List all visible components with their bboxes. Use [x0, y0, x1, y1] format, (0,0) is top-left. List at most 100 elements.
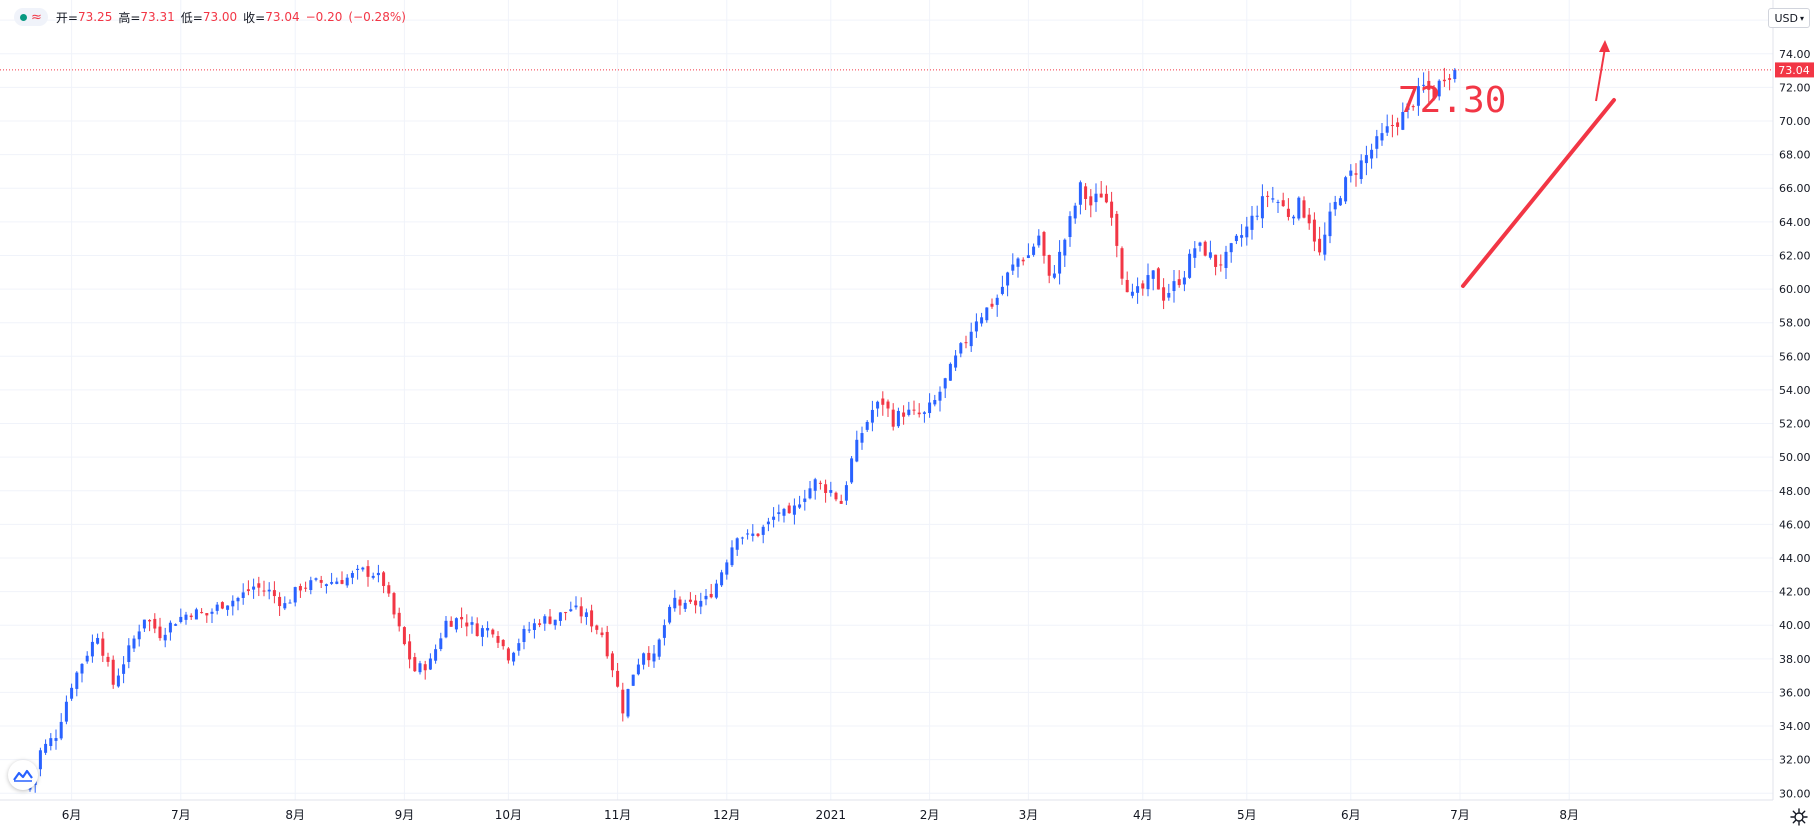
time-tick-label: 10月 — [495, 808, 522, 822]
candle-body — [928, 402, 932, 414]
candle-body — [657, 639, 661, 657]
candle-body — [1136, 286, 1140, 293]
candle-body — [694, 600, 698, 606]
candle-body — [350, 573, 354, 578]
candle-body — [428, 658, 432, 670]
candle-body — [1052, 273, 1056, 278]
candle-body — [1427, 80, 1431, 90]
candle-body — [158, 626, 162, 639]
candle-body — [460, 617, 464, 620]
candle-body — [1276, 201, 1280, 203]
candle-body — [1099, 193, 1103, 198]
candle-body — [704, 595, 708, 600]
candle-body — [548, 616, 552, 624]
candle-body — [512, 652, 516, 662]
price-tick-label: 60.00 — [1779, 283, 1811, 296]
candle-body — [850, 458, 854, 483]
annotation-price-label: 72.30 — [1398, 80, 1507, 121]
candle-body — [1214, 254, 1218, 267]
candle-body — [1255, 215, 1259, 217]
candle-body — [382, 572, 386, 586]
candle-body — [751, 533, 755, 536]
series-visibility-toggle[interactable]: ≈ — [14, 8, 48, 26]
arrow-shaft — [1595, 47, 1606, 102]
price-tick-label: 66.00 — [1779, 182, 1811, 195]
price-tick-label: 52.00 — [1779, 418, 1811, 431]
candle-body — [148, 620, 152, 622]
candle-body — [1219, 264, 1223, 266]
candle-body — [725, 562, 729, 575]
candle-body — [985, 307, 989, 321]
candle-body — [496, 636, 500, 643]
candle-body — [636, 664, 640, 675]
price-tick-label: 38.00 — [1779, 653, 1811, 666]
close-value: 73.04 — [265, 10, 300, 24]
candle-body — [912, 409, 916, 411]
wave-icon: ≈ — [31, 9, 42, 25]
candle-body — [917, 412, 921, 415]
candle-body — [1302, 200, 1306, 218]
candle-body — [590, 610, 594, 627]
candle-body — [1042, 232, 1046, 256]
candle-body — [366, 566, 370, 577]
candle-body — [980, 317, 984, 324]
candle-body — [678, 599, 682, 606]
candle-body — [1323, 234, 1327, 255]
candle-body — [652, 653, 656, 662]
candle-body — [184, 614, 188, 620]
candle-body — [444, 620, 448, 638]
candle-body — [1172, 281, 1176, 292]
candle-body — [876, 401, 880, 409]
candle-body — [1344, 177, 1348, 202]
open-label: 开= — [55, 10, 78, 25]
candle-body — [220, 602, 224, 609]
price-tick-label: 36.00 — [1779, 686, 1811, 699]
candle-body — [174, 624, 178, 626]
candle-body — [54, 738, 58, 741]
candle-body — [1349, 170, 1353, 176]
candle-body — [1032, 246, 1036, 255]
candle-body — [595, 625, 599, 630]
candle-body — [761, 526, 765, 535]
time-tick-label: 8月 — [1559, 808, 1579, 822]
candle-body — [1120, 248, 1124, 279]
candle-body — [605, 631, 609, 657]
candle-body — [1000, 286, 1004, 294]
chevron-down-icon: ▾ — [1799, 13, 1804, 23]
candle-body — [340, 580, 344, 584]
candle-body — [1177, 279, 1181, 286]
currency-selector[interactable]: USD ▾ — [1768, 8, 1810, 28]
candle-body — [1338, 198, 1342, 206]
candle-body — [1245, 226, 1249, 238]
candle-body — [543, 616, 547, 624]
time-tick-label: 4月 — [1133, 808, 1153, 822]
candle-body — [371, 575, 375, 578]
candle-body — [683, 602, 687, 609]
candle-body — [1354, 173, 1358, 175]
candle-body — [449, 620, 453, 627]
candle-body — [168, 622, 172, 633]
candle-body — [803, 498, 807, 502]
candle-body — [501, 639, 505, 647]
candle-body — [881, 398, 885, 405]
candle-body — [969, 331, 973, 347]
candle-body — [798, 504, 802, 508]
candle-body — [392, 593, 396, 615]
candle-body — [844, 485, 848, 501]
low-label: 低= — [180, 10, 203, 25]
candle-body — [1068, 216, 1072, 238]
candle-body — [241, 592, 245, 598]
candle-body — [1432, 88, 1436, 100]
time-tick-label: 8月 — [285, 808, 305, 822]
tradingview-logo-icon[interactable] — [8, 760, 38, 790]
candle-body — [267, 589, 271, 592]
gear-icon[interactable] — [1790, 808, 1808, 826]
candle-body — [1151, 270, 1155, 279]
candle-body — [1260, 196, 1264, 219]
candle-body — [902, 412, 906, 417]
candle-body — [1193, 248, 1197, 258]
candle-body — [1281, 200, 1285, 207]
candle-body — [1162, 287, 1166, 301]
price-tick-label: 64.00 — [1779, 216, 1811, 229]
